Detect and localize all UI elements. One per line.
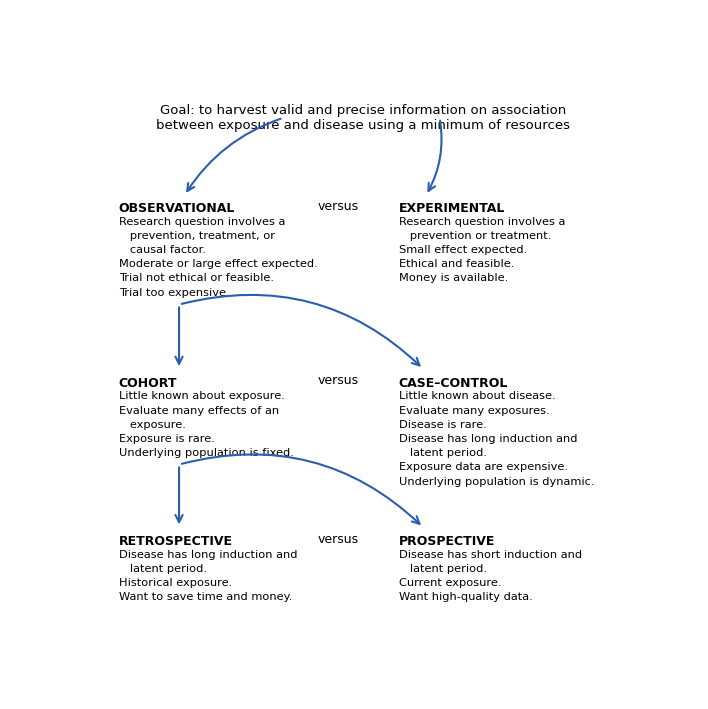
Text: latent period.: latent period.	[399, 448, 486, 458]
Text: Little known about disease.: Little known about disease.	[399, 391, 555, 401]
Text: prevention, treatment, or: prevention, treatment, or	[119, 231, 275, 241]
Text: Money is available.: Money is available.	[399, 274, 508, 284]
Text: Want high-quality data.: Want high-quality data.	[399, 592, 532, 602]
Text: Historical exposure.: Historical exposure.	[119, 578, 232, 588]
Text: CASE–CONTROL: CASE–CONTROL	[399, 377, 508, 390]
Text: versus: versus	[318, 200, 359, 213]
Text: RETROSPECTIVE: RETROSPECTIVE	[119, 535, 233, 549]
Text: Goal: to harvest valid and precise information on association
between exposure a: Goal: to harvest valid and precise infor…	[156, 104, 570, 132]
Text: Trial too expensive.: Trial too expensive.	[119, 288, 229, 298]
Text: Disease has long induction and: Disease has long induction and	[119, 549, 297, 559]
Text: Underlying population is fixed.: Underlying population is fixed.	[119, 448, 294, 458]
Text: Disease is rare.: Disease is rare.	[399, 420, 486, 430]
Text: Ethical and feasible.: Ethical and feasible.	[399, 259, 514, 269]
Text: PROSPECTIVE: PROSPECTIVE	[399, 535, 495, 549]
Text: prevention or treatment.: prevention or treatment.	[399, 231, 551, 241]
Text: COHORT: COHORT	[119, 377, 177, 390]
Text: exposure.: exposure.	[119, 420, 185, 430]
Text: OBSERVATIONAL: OBSERVATIONAL	[119, 203, 235, 216]
Text: EXPERIMENTAL: EXPERIMENTAL	[399, 203, 505, 216]
Text: Disease has short induction and: Disease has short induction and	[399, 549, 582, 559]
Text: Small effect expected.: Small effect expected.	[399, 245, 527, 255]
Text: Evaluate many effects of an: Evaluate many effects of an	[119, 406, 279, 415]
Text: Little known about exposure.: Little known about exposure.	[119, 391, 285, 401]
Text: Research question involves a: Research question involves a	[119, 217, 285, 227]
Text: Moderate or large effect expected.: Moderate or large effect expected.	[119, 259, 317, 269]
Text: latent period.: latent period.	[399, 564, 486, 574]
Text: Underlying population is dynamic.: Underlying population is dynamic.	[399, 476, 594, 486]
Text: Evaluate many exposures.: Evaluate many exposures.	[399, 406, 549, 415]
Text: Exposure is rare.: Exposure is rare.	[119, 434, 215, 444]
Text: causal factor.: causal factor.	[119, 245, 206, 255]
Text: Exposure data are expensive.: Exposure data are expensive.	[399, 462, 568, 472]
Text: latent period.: latent period.	[119, 564, 207, 574]
Text: Disease has long induction and: Disease has long induction and	[399, 434, 577, 444]
Text: Research question involves a: Research question involves a	[399, 217, 565, 227]
Text: Trial not ethical or feasible.: Trial not ethical or feasible.	[119, 274, 274, 284]
Text: Current exposure.: Current exposure.	[399, 578, 501, 588]
Text: Want to save time and money.: Want to save time and money.	[119, 592, 292, 602]
Text: versus: versus	[318, 374, 359, 387]
Text: versus: versus	[318, 532, 359, 546]
